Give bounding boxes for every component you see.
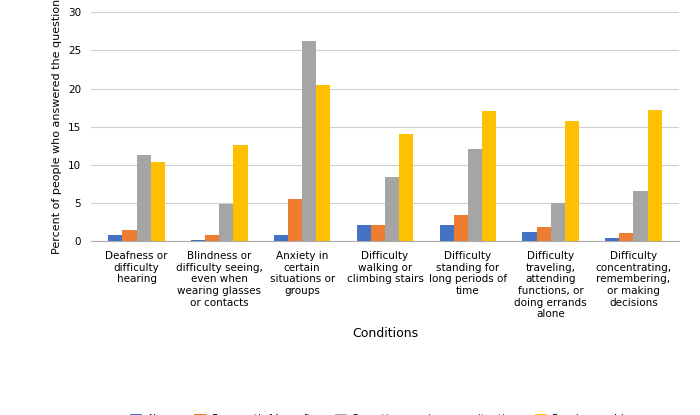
Bar (565, 121, 579, 241)
Bar (316, 85, 330, 241)
Bar (205, 234, 219, 241)
Bar (136, 156, 150, 241)
Bar (634, 191, 648, 241)
Bar (108, 234, 122, 241)
Bar (606, 238, 620, 241)
Y-axis label: Percent of people who answered the question: Percent of people who answered the quest… (52, 0, 62, 254)
Bar (620, 233, 634, 241)
Bar (454, 215, 468, 241)
Bar (302, 41, 316, 241)
Bar (150, 162, 164, 241)
Bar (468, 149, 482, 241)
Bar (648, 110, 661, 241)
Bar (219, 204, 233, 241)
Bar (522, 232, 537, 241)
Bar (274, 235, 288, 241)
Bar (288, 199, 302, 241)
Bar (233, 145, 248, 241)
Bar (357, 225, 371, 241)
Bar (191, 240, 205, 241)
Bar (385, 177, 399, 241)
Bar (482, 110, 496, 241)
Bar (440, 225, 454, 241)
Bar (371, 225, 385, 241)
Bar (122, 230, 136, 241)
Bar (551, 203, 565, 241)
Legend: Always, Frequently/Very often, Sometimes or in some situations, Rarely or seldom: Always, Frequently/Very often, Sometimes… (125, 410, 645, 415)
Bar (399, 134, 413, 241)
X-axis label: Conditions: Conditions (352, 327, 418, 340)
Bar (537, 227, 551, 241)
